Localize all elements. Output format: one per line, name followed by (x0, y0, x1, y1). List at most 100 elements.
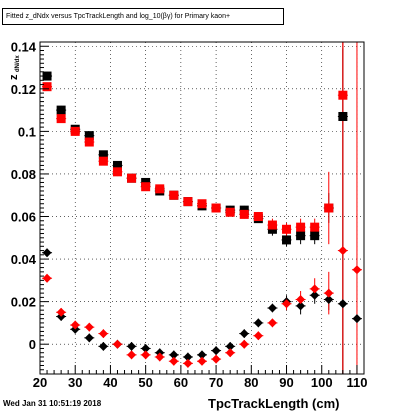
data-point-square (324, 203, 334, 213)
x-tick-label: 60 (174, 375, 188, 390)
data-point-square (253, 212, 263, 222)
y-tick-label: 0 (29, 337, 36, 352)
data-point-square (183, 197, 193, 207)
data-point-diamond (282, 299, 292, 309)
data-point-diamond (253, 331, 263, 341)
data-point-square (338, 90, 348, 100)
y-tick-label: 0.06 (11, 210, 36, 225)
data-point-square (211, 203, 221, 213)
data-point-square (42, 82, 52, 92)
data-point-square (56, 114, 66, 124)
data-point-diamond (183, 352, 193, 362)
data-point-diamond (84, 322, 94, 332)
data-point-square (42, 71, 52, 81)
x-tick-label: 50 (138, 375, 152, 390)
data-point-diamond (141, 343, 151, 353)
data-point-square (310, 231, 320, 241)
x-tick-label: 80 (244, 375, 258, 390)
data-point-square (296, 222, 306, 232)
timestamp: Wed Jan 31 10:51:19 2018 (3, 399, 102, 408)
y-tick-label: 0.04 (11, 252, 37, 267)
data-point-square (239, 209, 249, 219)
data-point-square (98, 150, 108, 160)
data-point-diamond (338, 246, 348, 256)
axis-ticks (39, 45, 365, 375)
x-tick-label: 100 (311, 375, 333, 390)
data-point-square (282, 235, 292, 245)
data-point-diamond (98, 329, 108, 339)
data-point-diamond (56, 307, 66, 317)
data-point-square (98, 156, 108, 166)
data-point-diamond (352, 314, 362, 324)
data-point-diamond (155, 352, 165, 362)
data-point-diamond (324, 295, 334, 305)
data-point-square (70, 126, 80, 136)
data-point-diamond (197, 350, 207, 360)
data-point-diamond (127, 350, 137, 360)
data-point-diamond (98, 341, 108, 351)
y-tick-label: 0.08 (11, 167, 36, 182)
data-point-diamond (296, 295, 306, 305)
chart-title: Fitted z_dNdx versus TpcTrackLength and … (2, 8, 284, 25)
data-point-diamond (310, 284, 320, 294)
x-tick-label: 70 (209, 375, 223, 390)
data-markers (42, 71, 362, 368)
x-tick-label: 20 (33, 375, 47, 390)
data-point-square (282, 224, 292, 234)
data-point-diamond (296, 301, 306, 311)
data-point-diamond (183, 358, 193, 368)
data-point-diamond (310, 290, 320, 300)
data-point-square (141, 182, 151, 192)
data-point-diamond (225, 348, 235, 358)
data-point-square (338, 111, 348, 121)
y-tick-label: 0.12 (11, 82, 36, 97)
data-point-diamond (338, 299, 348, 309)
data-point-diamond (352, 265, 362, 275)
data-point-diamond (267, 318, 277, 328)
data-point-square (225, 207, 235, 217)
data-point-square (84, 131, 94, 141)
y-axis-title: z dN/dx (8, 55, 21, 80)
data-point-diamond (267, 303, 277, 313)
data-point-diamond (239, 329, 249, 339)
data-point-square (197, 199, 207, 209)
data-point-diamond (169, 356, 179, 366)
data-point-diamond (112, 339, 122, 349)
data-point-square (56, 105, 66, 115)
data-point-square (84, 137, 94, 147)
x-tick-label: 90 (279, 375, 293, 390)
data-point-diamond (70, 320, 80, 330)
data-point-diamond (225, 341, 235, 351)
data-point-diamond (211, 354, 221, 364)
data-point-diamond (239, 339, 249, 349)
data-point-square (112, 160, 122, 170)
y-tick-label: 0.02 (11, 295, 36, 310)
y-tick-label: 0.14 (11, 39, 37, 54)
x-axis-title: TpcTrackLength (cm) (208, 396, 340, 411)
data-point-diamond (324, 288, 334, 298)
data-point-diamond (84, 333, 94, 343)
x-tick-label: 40 (103, 375, 117, 390)
y-axis-title-main: z (8, 74, 20, 80)
data-point-diamond (211, 346, 221, 356)
data-point-diamond (169, 350, 179, 360)
data-point-diamond (253, 318, 263, 328)
data-point-diamond (141, 350, 151, 360)
data-point-diamond (127, 341, 137, 351)
x-tick-label: 110 (346, 375, 367, 390)
data-point-square (310, 222, 320, 232)
data-point-square (169, 190, 179, 200)
data-point-square (296, 231, 306, 241)
x-tick-label: 30 (68, 375, 82, 390)
data-point-diamond (42, 273, 52, 283)
y-axis-title-subscript: dN/dx (15, 55, 21, 72)
data-point-diamond (197, 356, 207, 366)
data-point-square (112, 167, 122, 177)
data-point-square (267, 220, 277, 230)
y-tick-label: 0.1 (18, 124, 36, 139)
data-point-diamond (42, 248, 52, 258)
data-point-square (127, 173, 137, 183)
tick-labels: 20 30 40 50 60 70 80 90 100 110 0 0.02 0.04 0.06 0.08 0… (11, 39, 368, 390)
data-point-square (155, 184, 165, 194)
